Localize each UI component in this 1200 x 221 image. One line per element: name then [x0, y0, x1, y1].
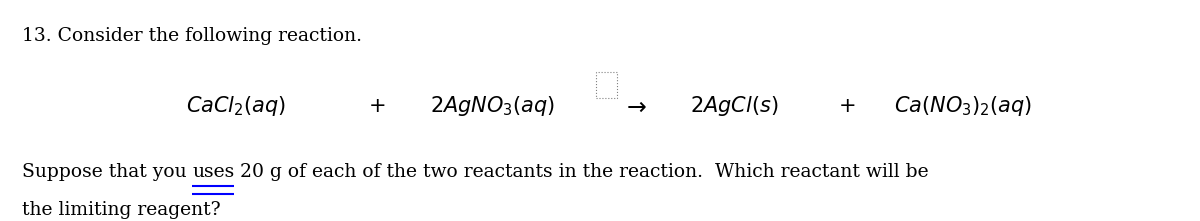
Text: $+$: $+$: [838, 97, 854, 116]
Text: Suppose that you: Suppose that you: [22, 163, 192, 181]
Text: 13. Consider the following reaction.: 13. Consider the following reaction.: [22, 27, 361, 44]
Text: uses: uses: [192, 163, 234, 181]
Text: $\rightarrow$: $\rightarrow$: [622, 96, 647, 119]
Text: the limiting reagent?: the limiting reagent?: [22, 201, 221, 219]
Text: $2AgCl(s)$: $2AgCl(s)$: [690, 94, 779, 118]
Text: $CaCl_2(aq)$: $CaCl_2(aq)$: [186, 94, 286, 118]
Text: $2AgNO_3(aq)$: $2AgNO_3(aq)$: [430, 94, 554, 118]
Text: $+$: $+$: [368, 97, 385, 116]
Text: $Ca(NO_3)_2(aq)$: $Ca(NO_3)_2(aq)$: [894, 94, 1032, 118]
Text: 20 g of each of the two reactants in the reaction.  Which reactant will be: 20 g of each of the two reactants in the…: [234, 163, 929, 181]
